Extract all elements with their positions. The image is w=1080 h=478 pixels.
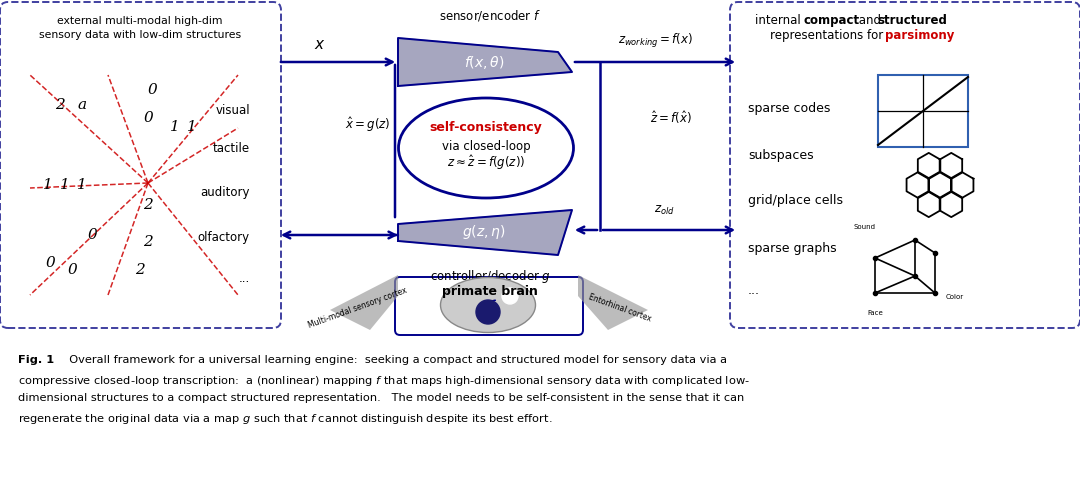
Text: 1: 1 <box>43 178 53 192</box>
Text: subspaces: subspaces <box>748 149 813 162</box>
Text: self-consistency: self-consistency <box>430 120 542 133</box>
Text: 2: 2 <box>55 98 65 112</box>
Text: Entorhinal cortex: Entorhinal cortex <box>588 293 652 324</box>
Text: 1: 1 <box>171 120 180 134</box>
Text: 0: 0 <box>67 263 77 277</box>
Text: Fig. 1: Fig. 1 <box>18 355 54 365</box>
Text: visual: visual <box>215 104 249 117</box>
Text: primate brain: primate brain <box>442 285 538 298</box>
FancyBboxPatch shape <box>0 2 281 328</box>
Text: 2: 2 <box>135 263 145 277</box>
Text: 1: 1 <box>77 178 86 192</box>
Text: sensor/encoder $f$: sensor/encoder $f$ <box>438 8 541 23</box>
Text: compressive closed-loop transcription:  a (nonlinear) mapping $f$ that maps high: compressive closed-loop transcription: a… <box>18 374 750 388</box>
Circle shape <box>476 300 500 324</box>
Text: sensory data with low-dim structures: sensory data with low-dim structures <box>39 30 241 40</box>
Text: regenerate the original data via a map $g$ such that $f$ cannot distinguish desp: regenerate the original data via a map $… <box>18 412 553 426</box>
Text: sparse graphs: sparse graphs <box>748 241 837 254</box>
Text: $g(z,\eta)$: $g(z,\eta)$ <box>462 223 505 241</box>
Text: $z_{working} = f(x)$: $z_{working} = f(x)$ <box>618 32 692 50</box>
Polygon shape <box>399 210 572 255</box>
Text: parsimony: parsimony <box>885 29 955 42</box>
Text: auditory: auditory <box>201 185 249 198</box>
Text: 2: 2 <box>144 198 153 212</box>
Text: $\hat{x} = g(z)$: $\hat{x} = g(z)$ <box>346 116 391 134</box>
Text: sparse codes: sparse codes <box>748 101 831 115</box>
Bar <box>878 75 968 147</box>
Ellipse shape <box>441 278 536 333</box>
Text: $f(x,\theta)$: $f(x,\theta)$ <box>463 54 504 70</box>
Text: controller/decoder $g$: controller/decoder $g$ <box>430 268 551 285</box>
Text: $z_{old}$: $z_{old}$ <box>654 204 675 217</box>
Text: 0: 0 <box>87 228 97 242</box>
Text: grid/place cells: grid/place cells <box>748 194 843 206</box>
Ellipse shape <box>399 98 573 198</box>
Polygon shape <box>399 38 572 86</box>
Text: $z \approx \hat{z} = f(g(z))$: $z \approx \hat{z} = f(g(z))$ <box>447 153 525 173</box>
Text: 1: 1 <box>60 178 70 192</box>
Text: external multi-modal high-dim: external multi-modal high-dim <box>57 16 222 26</box>
Circle shape <box>502 288 518 304</box>
Polygon shape <box>578 275 648 330</box>
Text: Overall framework for a universal learning engine:  seeking a compact and struct: Overall framework for a universal learni… <box>62 355 727 365</box>
Text: $\hat{z} = f(\hat{x})$: $\hat{z} = f(\hat{x})$ <box>650 109 692 127</box>
FancyBboxPatch shape <box>730 2 1080 328</box>
Text: 0: 0 <box>147 83 157 97</box>
Text: ...: ... <box>748 283 760 296</box>
FancyBboxPatch shape <box>395 277 583 335</box>
Text: a: a <box>78 98 86 112</box>
Text: Sound: Sound <box>854 224 876 230</box>
Text: Multi-modal sensory cortex: Multi-modal sensory cortex <box>308 286 408 330</box>
Text: internal: internal <box>755 14 805 27</box>
Text: Face: Face <box>867 310 882 316</box>
Text: representations for: representations for <box>770 29 887 42</box>
Text: $x$: $x$ <box>314 37 326 52</box>
Text: via closed-loop: via closed-loop <box>442 140 530 152</box>
Text: structured: structured <box>877 14 947 27</box>
Text: and: and <box>855 14 885 27</box>
Text: olfactory: olfactory <box>198 230 249 243</box>
Text: ...: ... <box>239 272 249 284</box>
Text: 2: 2 <box>144 235 153 249</box>
Text: compact: compact <box>804 14 859 27</box>
Text: dimensional structures to a compact structured representation.   The model needs: dimensional structures to a compact stru… <box>18 393 744 403</box>
Text: tactile: tactile <box>213 141 249 154</box>
Text: Color: Color <box>946 294 964 300</box>
Text: 0: 0 <box>45 256 55 270</box>
Polygon shape <box>330 275 399 330</box>
Text: 0: 0 <box>144 111 153 125</box>
Text: 1: 1 <box>187 120 197 134</box>
